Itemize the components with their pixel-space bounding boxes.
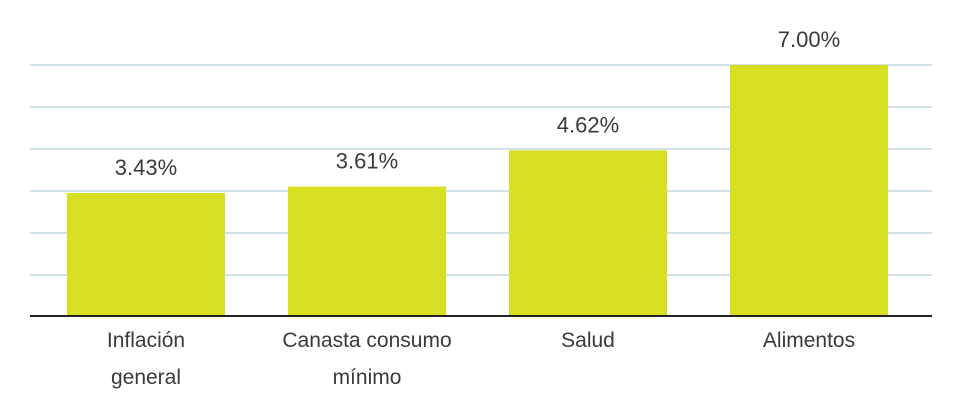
data-label: 3.43% (115, 155, 177, 180)
category-label: Canasta consumo (282, 329, 451, 352)
bar (67, 193, 225, 316)
data-label: 3.61% (336, 149, 398, 174)
category-label: Salud (561, 329, 615, 352)
bar (509, 150, 667, 316)
data-label: 4.62% (557, 112, 619, 137)
category-label: mínimo (333, 366, 402, 389)
category-label: general (111, 366, 181, 389)
value-labels: 3.43% 3.61% 4.62% 7.00% (115, 27, 840, 180)
category-label: Inflación (107, 329, 185, 352)
category-labels: Inflación general Canasta consumo mínimo Sal… (107, 329, 855, 389)
data-label: 7.00% (778, 27, 840, 52)
category-label: Alimentos (763, 329, 855, 352)
bar (288, 186, 446, 316)
bars (67, 65, 888, 316)
bar (730, 65, 888, 316)
